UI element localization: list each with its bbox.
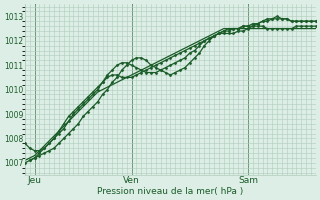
X-axis label: Pression niveau de la mer( hPa ): Pression niveau de la mer( hPa ) xyxy=(97,187,244,196)
